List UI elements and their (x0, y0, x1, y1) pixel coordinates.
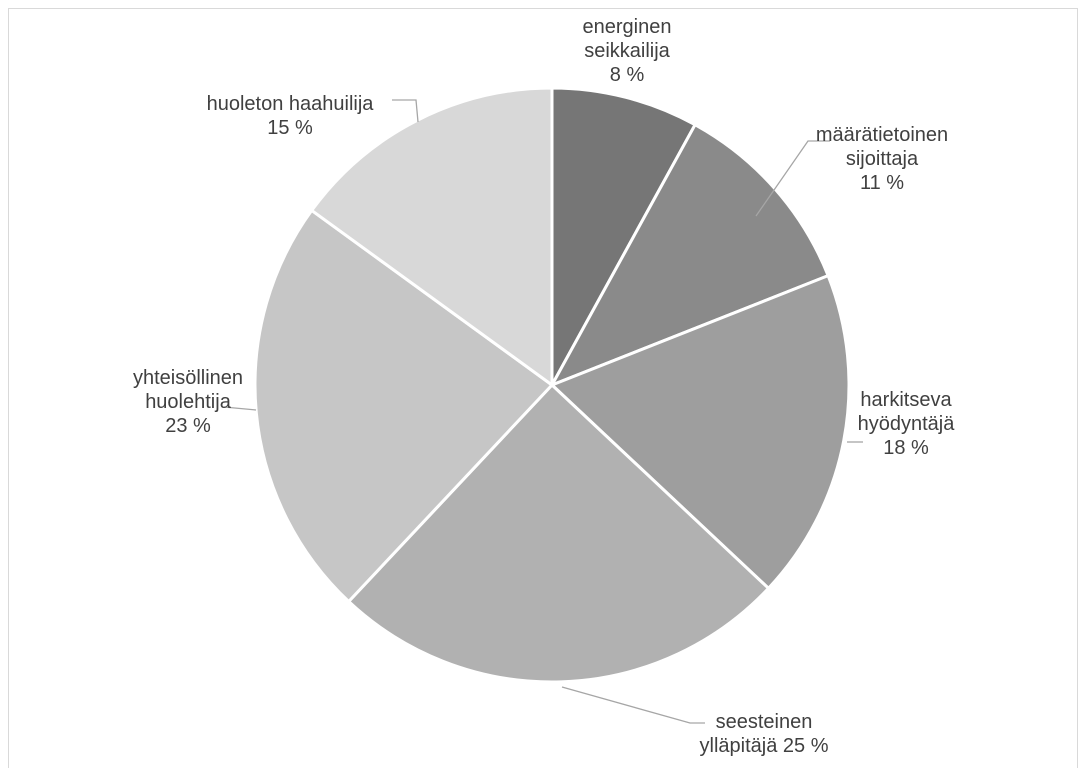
data-label-line: harkitseva (860, 389, 952, 411)
data-label-line: energinen (583, 16, 672, 38)
leader-line (755, 140, 830, 217)
data-label-line: huoleton haahuilija (207, 93, 375, 115)
pie-slice-huoleton-haahuilija (309, 86, 554, 388)
data-label-line: seikkailija (584, 40, 670, 62)
data-label-line: määrätietoinen (816, 124, 948, 146)
data-label-harkitseva-hyödyntäjä: harkitseva hyödyntäjä 18 % (858, 389, 956, 459)
leader-line (392, 99, 419, 123)
leader-line (561, 686, 705, 724)
data-label-line: 11 % (860, 172, 904, 194)
pie-slice-seesteinen-ylläpitäjä (346, 382, 771, 684)
data-label-line: seesteinen (716, 711, 813, 733)
data-label-määrätietoinen-sijoittaja: määrätietoinen sijoittaja 11 % (816, 124, 948, 194)
data-label-line: sijoittaja (846, 148, 919, 170)
data-label-line: yhteisöllinen (133, 367, 243, 389)
data-label-line: huolehtija (145, 391, 232, 413)
data-label-energinen-seikkailija: energinen seikkailija 8 % (583, 16, 672, 86)
pie-slice-energinen-seikkailija (550, 86, 698, 386)
chart-area (8, 8, 1078, 768)
data-label-huoleton-haahuilija: huoleton haahuilija 15 % (207, 93, 375, 139)
pie-slice-yhteisöllinen-huolehtija (253, 208, 555, 604)
data-label-line: hyödyntäjä (858, 413, 956, 435)
pie-slice-harkitseva-hyödyntäjä (549, 273, 851, 591)
leader-line (223, 406, 257, 411)
data-label-line: 23 % (165, 415, 211, 437)
data-label-yhteisöllinen-huolehtija: yhteisöllinen huolehtija 23 % (133, 367, 243, 437)
data-label-line: 15 % (267, 117, 313, 139)
data-label-line: 18 % (883, 437, 929, 459)
data-label-line: 8 % (610, 64, 645, 86)
data-label-line: ylläpitäjä 25 % (700, 735, 829, 757)
data-label-seesteinen-ylläpitäjä: seesteinen ylläpitäjä 25 % (700, 711, 829, 757)
